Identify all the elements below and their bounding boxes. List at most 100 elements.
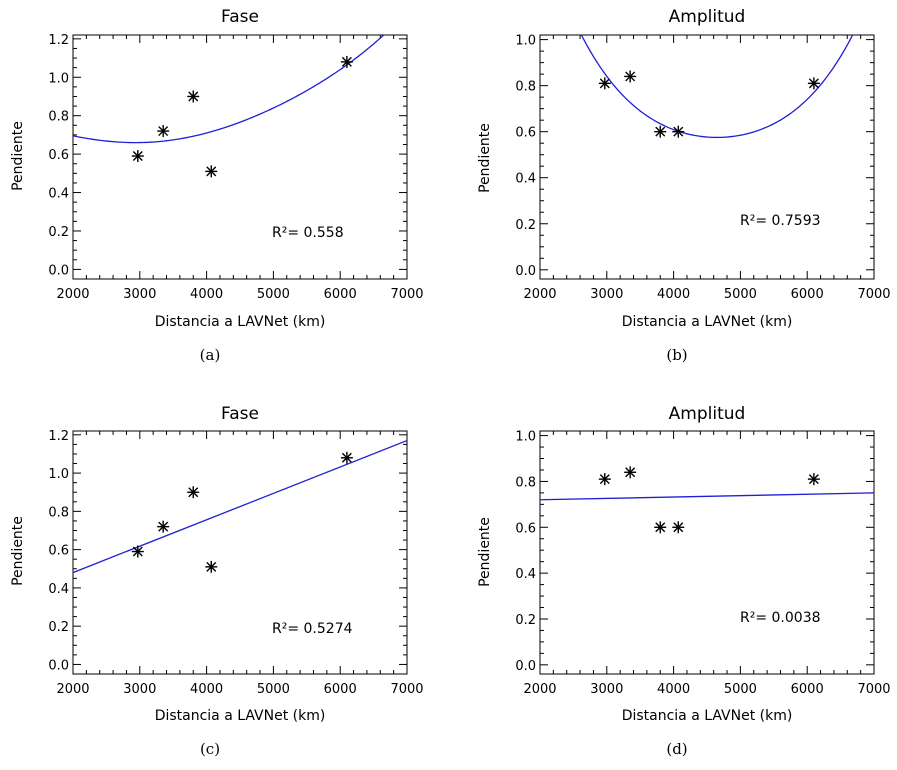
- panel-d-ytick-label: 0.0: [515, 659, 536, 674]
- panel-c-ytick-label: 0.4: [48, 582, 69, 597]
- panel-c-plot-frame: [72, 430, 408, 675]
- panel-d-xtick-label: 5000: [724, 682, 757, 697]
- panel-b-caption: (b): [666, 346, 687, 364]
- panel-a-fit-line: [73, 35, 385, 144]
- panel-a-data-point: [340, 55, 353, 68]
- panel-d-plot-frame: [539, 430, 875, 675]
- panel-d-ytick-label: 0.8: [515, 475, 536, 490]
- panel-b-data-point: [807, 77, 820, 90]
- panel-d-xtick-label: 4000: [657, 682, 690, 697]
- panel-c-data-point: [131, 545, 144, 558]
- panel-d-r2-label: R²= 0.0038: [740, 610, 821, 626]
- panel-a-ytick-label: 1.2: [48, 33, 69, 48]
- panel-a-xtick-label: 5000: [257, 287, 290, 302]
- panel-a-r2-label: R²= 0.558: [272, 225, 344, 241]
- panel-d-title: Amplitud: [669, 404, 746, 424]
- panel-a-xtick-label: 4000: [190, 287, 223, 302]
- panel-a-ylabel: Pendiente: [10, 121, 26, 191]
- panel-d-xlabel: Distancia a LAVNet (km): [622, 708, 793, 724]
- panel-c: Fase Pendiente Distancia a LAVNet (km) R…: [10, 404, 424, 758]
- panel-a-ytick-label: 0.2: [48, 225, 69, 240]
- panel-b-ytick-label: 1.0: [515, 34, 536, 49]
- panel-b-xtick-label: 6000: [791, 287, 824, 302]
- panel-d-ytick-label: 1.0: [515, 430, 536, 445]
- panel-a-plot-frame: [72, 34, 408, 280]
- panel-a-ytick-label: 1.0: [48, 71, 69, 86]
- panel-d-xtick-label: 6000: [791, 682, 824, 697]
- panel-a-title: Fase: [221, 7, 259, 27]
- panel-b-xtick-label: 7000: [857, 287, 890, 302]
- panel-b-r2-label: R²= 0.7593: [740, 213, 821, 229]
- panel-c-xtick-label: 6000: [324, 682, 357, 697]
- panel-c-xlabel: Distancia a LAVNet (km): [155, 708, 326, 724]
- panel-d-caption: (d): [666, 740, 687, 758]
- panel-d-data-point: [807, 473, 820, 486]
- panel-c-ytick-label: 0.0: [48, 658, 69, 673]
- panel-c-ylabel: Pendiente: [10, 516, 26, 586]
- panel-a-ytick-label: 0.6: [48, 148, 69, 163]
- panel-b-ytick-label: 0.6: [515, 126, 536, 141]
- panel-c-r2-label: R²= 0.5274: [272, 621, 353, 637]
- panel-b-ytick-label: 0.4: [515, 172, 536, 187]
- panel-a: Fase Pendiente Distancia a LAVNet (km) R…: [10, 7, 424, 364]
- panel-c-ytick-label: 1.0: [48, 467, 69, 482]
- panel-d-xtick-label: 7000: [857, 682, 890, 697]
- panel-a-data-point: [205, 165, 218, 178]
- panel-b-xtick-label: 2000: [523, 287, 556, 302]
- panel-a-xtick-label: 2000: [56, 287, 89, 302]
- panel-c-xtick-label: 7000: [390, 682, 423, 697]
- panel-a-ytick-label: 0.0: [48, 263, 69, 278]
- panel-c-ytick-label: 0.6: [48, 544, 69, 559]
- panel-b-plot-frame: [539, 34, 875, 280]
- panel-d-data-point: [624, 466, 637, 479]
- panel-b-data-point: [672, 125, 685, 138]
- panel-c-ytick-label: 0.8: [48, 505, 69, 520]
- panel-c-caption: (c): [200, 740, 220, 758]
- panel-d-ytick-label: 0.6: [515, 521, 536, 536]
- panel-b-ytick-label: 0.8: [515, 80, 536, 95]
- panel-c-data-point: [157, 520, 170, 533]
- panel-d-fit-line: [540, 492, 874, 501]
- panel-b-xtick-label: 4000: [657, 287, 690, 302]
- panel-b-fit-line: [580, 35, 854, 139]
- panel-a-ytick-label: 0.8: [48, 110, 69, 125]
- panel-c-xtick-label: 4000: [190, 682, 223, 697]
- panel-d-xtick-label: 2000: [523, 682, 556, 697]
- panel-c-xtick-label: 3000: [123, 682, 156, 697]
- panel-b-data-point: [654, 125, 667, 138]
- panel-b-ytick-label: 0.0: [515, 264, 536, 279]
- panel-b-ytick-label: 0.2: [515, 218, 536, 233]
- panel-d-ytick-label: 0.4: [515, 567, 536, 582]
- panel-b-data-point: [598, 77, 611, 90]
- panel-d-ylabel: Pendiente: [477, 517, 493, 587]
- panel-c-data-point: [187, 486, 200, 499]
- panel-c-xtick-label: 5000: [257, 682, 290, 697]
- panel-c-fit-line: [73, 439, 407, 574]
- panel-b-data-point: [624, 70, 637, 83]
- panel-d: Amplitud Pendiente Distancia a LAVNet (k…: [477, 404, 891, 758]
- panel-b-xlabel: Distancia a LAVNet (km): [622, 314, 793, 330]
- panel-b-xtick-label: 3000: [590, 287, 623, 302]
- panel-d-ytick-label: 0.2: [515, 613, 536, 628]
- panel-a-xtick-label: 6000: [324, 287, 357, 302]
- panel-d-data-point: [598, 473, 611, 486]
- panel-c-data-point: [205, 560, 218, 573]
- panel-c-ytick-label: 1.2: [48, 429, 69, 444]
- panel-a-ytick-label: 0.4: [48, 187, 69, 202]
- panel-b-ylabel: Pendiente: [477, 123, 493, 193]
- panel-c-data-point: [340, 451, 353, 464]
- panel-d-data-point: [672, 521, 685, 534]
- panel-c-title: Fase: [221, 404, 259, 424]
- panel-c-xtick-label: 2000: [56, 682, 89, 697]
- panel-a-data-point: [157, 125, 170, 138]
- panel-d-data-point: [654, 521, 667, 534]
- panel-d-xtick-label: 3000: [590, 682, 623, 697]
- panel-b: Amplitud Pendiente Distancia a LAVNet (k…: [477, 7, 891, 364]
- panel-a-data-point: [187, 90, 200, 103]
- panel-a-xtick-label: 3000: [123, 287, 156, 302]
- panel-c-ytick-label: 0.2: [48, 620, 69, 635]
- panel-b-title: Amplitud: [669, 7, 746, 27]
- panel-a-caption: (a): [200, 346, 221, 364]
- panel-a-xtick-label: 7000: [390, 287, 423, 302]
